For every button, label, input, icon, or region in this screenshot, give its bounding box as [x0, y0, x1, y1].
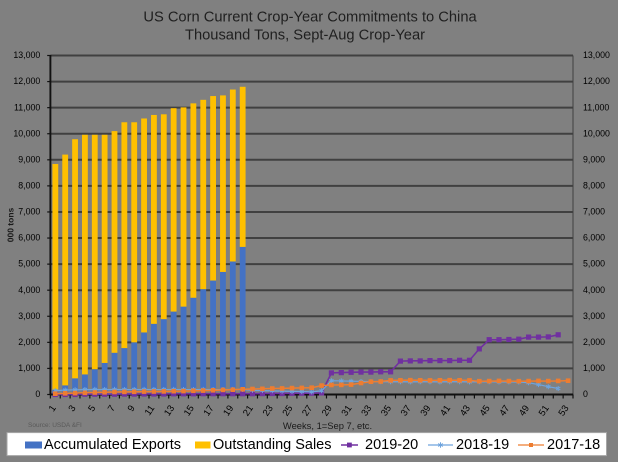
svg-text:3,000: 3,000 — [583, 311, 605, 321]
svg-text:Outstanding Sales: Outstanding Sales — [213, 437, 332, 453]
svg-text:35: 35 — [379, 403, 394, 418]
svg-text:25: 25 — [280, 403, 295, 418]
svg-text:9: 9 — [126, 403, 138, 414]
svg-text:9,000: 9,000 — [583, 154, 605, 164]
svg-text:4,000: 4,000 — [18, 285, 40, 295]
svg-text:7: 7 — [106, 403, 118, 414]
svg-text:45: 45 — [478, 403, 493, 418]
svg-text:53: 53 — [557, 403, 572, 418]
svg-text:000 tons: 000 tons — [6, 207, 16, 242]
svg-text:Accumulated Exports: Accumulated Exports — [44, 437, 181, 453]
svg-text:41: 41 — [438, 403, 453, 418]
svg-text:7,000: 7,000 — [583, 207, 605, 217]
svg-text:17: 17 — [202, 403, 217, 418]
svg-text:43: 43 — [458, 403, 473, 418]
svg-text:27: 27 — [300, 403, 315, 418]
svg-text:15: 15 — [182, 403, 197, 418]
svg-text:1,000: 1,000 — [583, 363, 605, 373]
svg-text:6,000: 6,000 — [18, 233, 40, 243]
svg-text:10,000: 10,000 — [13, 128, 40, 138]
svg-text:5,000: 5,000 — [583, 259, 605, 269]
svg-text:Source: USDA &FI: Source: USDA &FI — [28, 422, 82, 429]
svg-text:29: 29 — [320, 403, 335, 418]
svg-text:49: 49 — [517, 403, 532, 418]
svg-text:8,000: 8,000 — [18, 181, 40, 191]
svg-text:47: 47 — [497, 403, 512, 418]
svg-text:31: 31 — [340, 403, 355, 418]
svg-text:2,000: 2,000 — [583, 337, 605, 347]
svg-text:39: 39 — [418, 403, 433, 418]
svg-text:6,000: 6,000 — [583, 233, 605, 243]
svg-text:3,000: 3,000 — [18, 311, 40, 321]
svg-text:9,000: 9,000 — [18, 154, 40, 164]
svg-text:0: 0 — [583, 389, 588, 399]
svg-text:1: 1 — [47, 403, 59, 414]
svg-text:2017-18: 2017-18 — [547, 437, 600, 453]
svg-text:11,000: 11,000 — [583, 102, 609, 112]
svg-text:5: 5 — [86, 403, 98, 414]
svg-text:3: 3 — [67, 403, 79, 414]
svg-text:13,000: 13,000 — [13, 50, 40, 60]
svg-text:7,000: 7,000 — [18, 207, 40, 217]
svg-text:12,000: 12,000 — [13, 76, 40, 86]
svg-text:5,000: 5,000 — [18, 259, 40, 269]
svg-text:2018-19: 2018-19 — [456, 437, 509, 453]
svg-text:19: 19 — [221, 403, 236, 418]
svg-text:4,000: 4,000 — [583, 285, 605, 295]
svg-text:37: 37 — [399, 403, 414, 418]
svg-text:13,000: 13,000 — [583, 50, 610, 60]
svg-text:2,000: 2,000 — [18, 337, 40, 347]
svg-text:10,000: 10,000 — [583, 128, 610, 138]
svg-text:51: 51 — [537, 403, 552, 418]
svg-text:2019-20: 2019-20 — [365, 437, 418, 453]
svg-text:1,000: 1,000 — [18, 363, 40, 373]
svg-text:Thousand Tons, Sept-Aug Crop-Y: Thousand Tons, Sept-Aug Crop-Year — [185, 28, 425, 44]
svg-text:12,000: 12,000 — [583, 76, 610, 86]
svg-text:33: 33 — [359, 403, 374, 418]
svg-text:US Corn Current Crop-Year Comm: US Corn Current Crop-Year Commitments to… — [143, 10, 477, 26]
svg-text:23: 23 — [261, 403, 276, 418]
svg-text:8,000: 8,000 — [583, 181, 605, 191]
svg-text:11,000: 11,000 — [14, 102, 40, 112]
svg-text:21: 21 — [241, 403, 256, 418]
svg-text:0: 0 — [35, 389, 40, 399]
svg-text:Weeks, 1=Sep 7, etc.: Weeks, 1=Sep 7, etc. — [283, 420, 372, 431]
svg-text:13: 13 — [162, 403, 177, 418]
